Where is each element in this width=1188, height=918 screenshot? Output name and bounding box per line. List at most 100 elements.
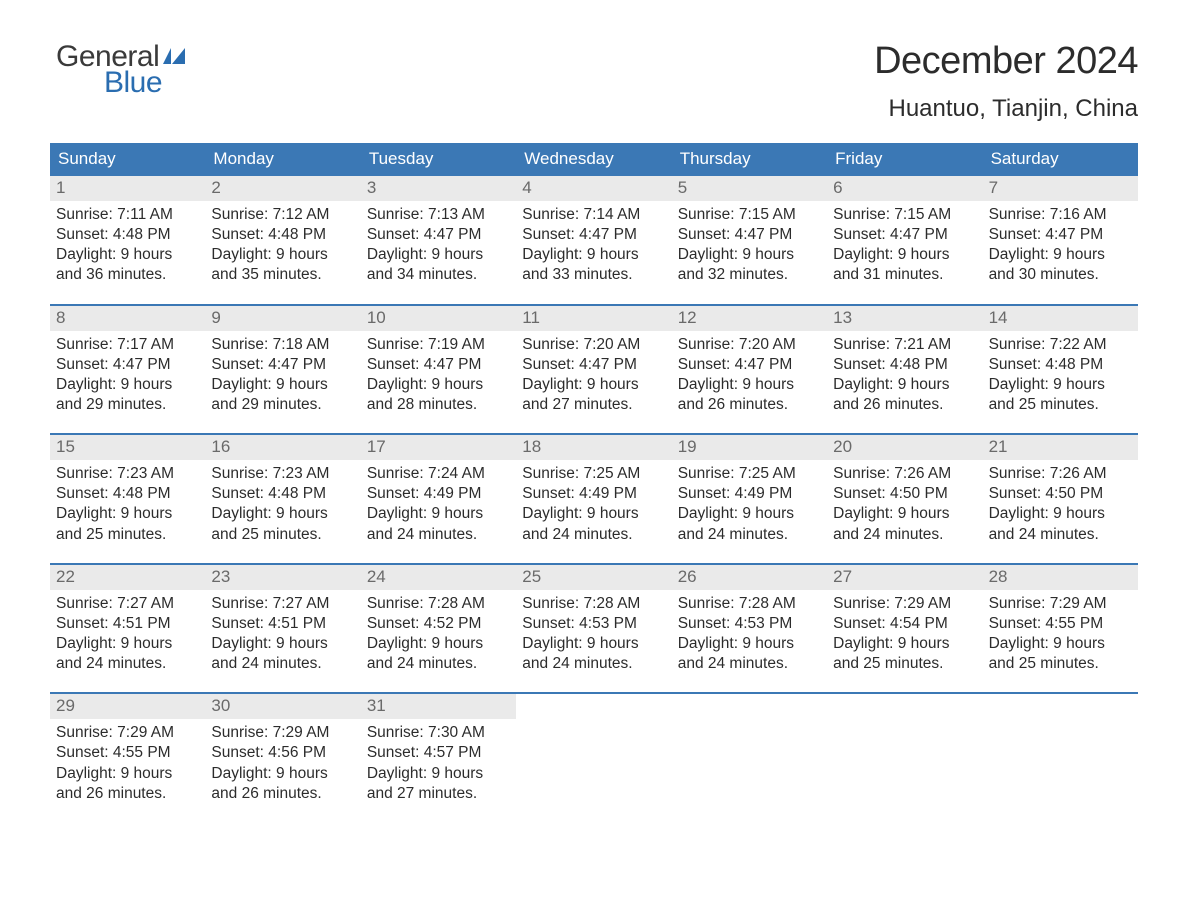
day-sunrise: Sunrise: 7:15 AM — [678, 205, 821, 225]
day-body: Sunrise: 7:20 AMSunset: 4:47 PMDaylight:… — [672, 331, 827, 416]
header-row: General Blue December 2024 Huantuo, Tian… — [50, 40, 1138, 137]
day-body: Sunrise: 7:27 AMSunset: 4:51 PMDaylight:… — [50, 590, 205, 675]
day-sunset: Sunset: 4:54 PM — [833, 614, 976, 634]
day-body: Sunrise: 7:15 AMSunset: 4:47 PMDaylight:… — [827, 201, 982, 286]
day-body: Sunrise: 7:25 AMSunset: 4:49 PMDaylight:… — [672, 460, 827, 545]
day-sunset: Sunset: 4:47 PM — [989, 225, 1132, 245]
day-day1: Daylight: 9 hours — [522, 504, 665, 524]
day-number: 9 — [205, 306, 360, 331]
day-sunset: Sunset: 4:55 PM — [989, 614, 1132, 634]
day-of-week-header: Tuesday — [361, 143, 516, 176]
day-sunset: Sunset: 4:53 PM — [522, 614, 665, 634]
day-day2: and 25 minutes. — [211, 525, 354, 545]
day-day1: Daylight: 9 hours — [833, 375, 976, 395]
day-number: 20 — [827, 435, 982, 460]
day-body: Sunrise: 7:13 AMSunset: 4:47 PMDaylight:… — [361, 201, 516, 286]
day-day2: and 32 minutes. — [678, 265, 821, 285]
day-cell: 2Sunrise: 7:12 AMSunset: 4:48 PMDaylight… — [205, 176, 360, 286]
day-sunrise: Sunrise: 7:30 AM — [367, 723, 510, 743]
day-sunset: Sunset: 4:49 PM — [522, 484, 665, 504]
day-body: Sunrise: 7:25 AMSunset: 4:49 PMDaylight:… — [516, 460, 671, 545]
day-sunset: Sunset: 4:50 PM — [989, 484, 1132, 504]
day-body: Sunrise: 7:26 AMSunset: 4:50 PMDaylight:… — [827, 460, 982, 545]
day-number: 12 — [672, 306, 827, 331]
day-body: Sunrise: 7:28 AMSunset: 4:52 PMDaylight:… — [361, 590, 516, 675]
day-sunrise: Sunrise: 7:13 AM — [367, 205, 510, 225]
day-sunset: Sunset: 4:48 PM — [211, 484, 354, 504]
day-day2: and 25 minutes. — [989, 395, 1132, 415]
day-day2: and 27 minutes. — [522, 395, 665, 415]
day-number: 15 — [50, 435, 205, 460]
day-cell: 15Sunrise: 7:23 AMSunset: 4:48 PMDayligh… — [50, 435, 205, 545]
day-body: Sunrise: 7:15 AMSunset: 4:47 PMDaylight:… — [672, 201, 827, 286]
day-body: Sunrise: 7:29 AMSunset: 4:56 PMDaylight:… — [205, 719, 360, 804]
day-day1: Daylight: 9 hours — [678, 634, 821, 654]
day-cell: 1Sunrise: 7:11 AMSunset: 4:48 PMDaylight… — [50, 176, 205, 286]
day-cell: 23Sunrise: 7:27 AMSunset: 4:51 PMDayligh… — [205, 565, 360, 675]
day-day2: and 25 minutes. — [989, 654, 1132, 674]
day-sunrise: Sunrise: 7:17 AM — [56, 335, 199, 355]
day-sunset: Sunset: 4:48 PM — [989, 355, 1132, 375]
day-number: 7 — [983, 176, 1138, 201]
day-of-week-header: Sunday — [50, 143, 205, 176]
day-day1: Daylight: 9 hours — [989, 504, 1132, 524]
day-body: Sunrise: 7:11 AMSunset: 4:48 PMDaylight:… — [50, 201, 205, 286]
day-number: 26 — [672, 565, 827, 590]
day-cell: 16Sunrise: 7:23 AMSunset: 4:48 PMDayligh… — [205, 435, 360, 545]
day-number: 11 — [516, 306, 671, 331]
day-sunrise: Sunrise: 7:29 AM — [56, 723, 199, 743]
day-sunrise: Sunrise: 7:26 AM — [833, 464, 976, 484]
day-sunset: Sunset: 4:51 PM — [211, 614, 354, 634]
day-cell — [516, 694, 671, 804]
day-day2: and 35 minutes. — [211, 265, 354, 285]
day-sunrise: Sunrise: 7:28 AM — [678, 594, 821, 614]
day-day1: Daylight: 9 hours — [833, 634, 976, 654]
day-sunset: Sunset: 4:55 PM — [56, 743, 199, 763]
day-day2: and 26 minutes. — [56, 784, 199, 804]
day-day1: Daylight: 9 hours — [522, 375, 665, 395]
day-cell: 22Sunrise: 7:27 AMSunset: 4:51 PMDayligh… — [50, 565, 205, 675]
day-cell: 9Sunrise: 7:18 AMSunset: 4:47 PMDaylight… — [205, 306, 360, 416]
day-day2: and 25 minutes. — [833, 654, 976, 674]
day-number: 28 — [983, 565, 1138, 590]
day-cell: 12Sunrise: 7:20 AMSunset: 4:47 PMDayligh… — [672, 306, 827, 416]
day-sunrise: Sunrise: 7:12 AM — [211, 205, 354, 225]
day-number: 6 — [827, 176, 982, 201]
day-number: 29 — [50, 694, 205, 719]
day-cell: 8Sunrise: 7:17 AMSunset: 4:47 PMDaylight… — [50, 306, 205, 416]
day-sunset: Sunset: 4:48 PM — [56, 225, 199, 245]
day-cell: 20Sunrise: 7:26 AMSunset: 4:50 PMDayligh… — [827, 435, 982, 545]
day-day2: and 24 minutes. — [367, 654, 510, 674]
day-number: 3 — [361, 176, 516, 201]
day-sunset: Sunset: 4:47 PM — [678, 355, 821, 375]
day-cell: 3Sunrise: 7:13 AMSunset: 4:47 PMDaylight… — [361, 176, 516, 286]
day-sunset: Sunset: 4:53 PM — [678, 614, 821, 634]
day-sunrise: Sunrise: 7:28 AM — [367, 594, 510, 614]
day-cell: 6Sunrise: 7:15 AMSunset: 4:47 PMDaylight… — [827, 176, 982, 286]
day-sunset: Sunset: 4:47 PM — [522, 355, 665, 375]
day-cell: 26 Sunrise: 7:28 AMSunset: 4:53 PMDayligh… — [672, 565, 827, 675]
day-cell: 17Sunrise: 7:24 AMSunset: 4:49 PMDayligh… — [361, 435, 516, 545]
day-day1: Daylight: 9 hours — [989, 375, 1132, 395]
day-of-week-header: Wednesday — [516, 143, 671, 176]
day-sunrise: Sunrise: 7:24 AM — [367, 464, 510, 484]
day-body: Sunrise: 7:28 AMSunset: 4:53 PMDaylight:… — [516, 590, 671, 675]
day-sunrise: Sunrise: 7:22 AM — [989, 335, 1132, 355]
day-sunrise: Sunrise: 7:29 AM — [989, 594, 1132, 614]
day-day2: and 24 minutes. — [989, 525, 1132, 545]
day-number: 30 — [205, 694, 360, 719]
day-sunrise: Sunrise: 7:15 AM — [833, 205, 976, 225]
day-day2: and 27 minutes. — [367, 784, 510, 804]
day-body: Sunrise: 7:17 AMSunset: 4:47 PMDaylight:… — [50, 331, 205, 416]
day-number: 2 — [205, 176, 360, 201]
day-cell: 25Sunrise: 7:28 AMSunset: 4:53 PMDayligh… — [516, 565, 671, 675]
day-day1: Daylight: 9 hours — [211, 245, 354, 265]
day-body: Sunrise: 7:29 AMSunset: 4:54 PMDaylight:… — [827, 590, 982, 675]
day-sunrise: Sunrise: 7:16 AM — [989, 205, 1132, 225]
day-body: Sunrise: 7:23 AMSunset: 4:48 PMDaylight:… — [205, 460, 360, 545]
day-day2: and 24 minutes. — [678, 654, 821, 674]
day-day1: Daylight: 9 hours — [211, 375, 354, 395]
day-cell: 18Sunrise: 7:25 AMSunset: 4:49 PMDayligh… — [516, 435, 671, 545]
day-day1: Daylight: 9 hours — [56, 634, 199, 654]
day-cell: 28Sunrise: 7:29 AMSunset: 4:55 PMDayligh… — [983, 565, 1138, 675]
